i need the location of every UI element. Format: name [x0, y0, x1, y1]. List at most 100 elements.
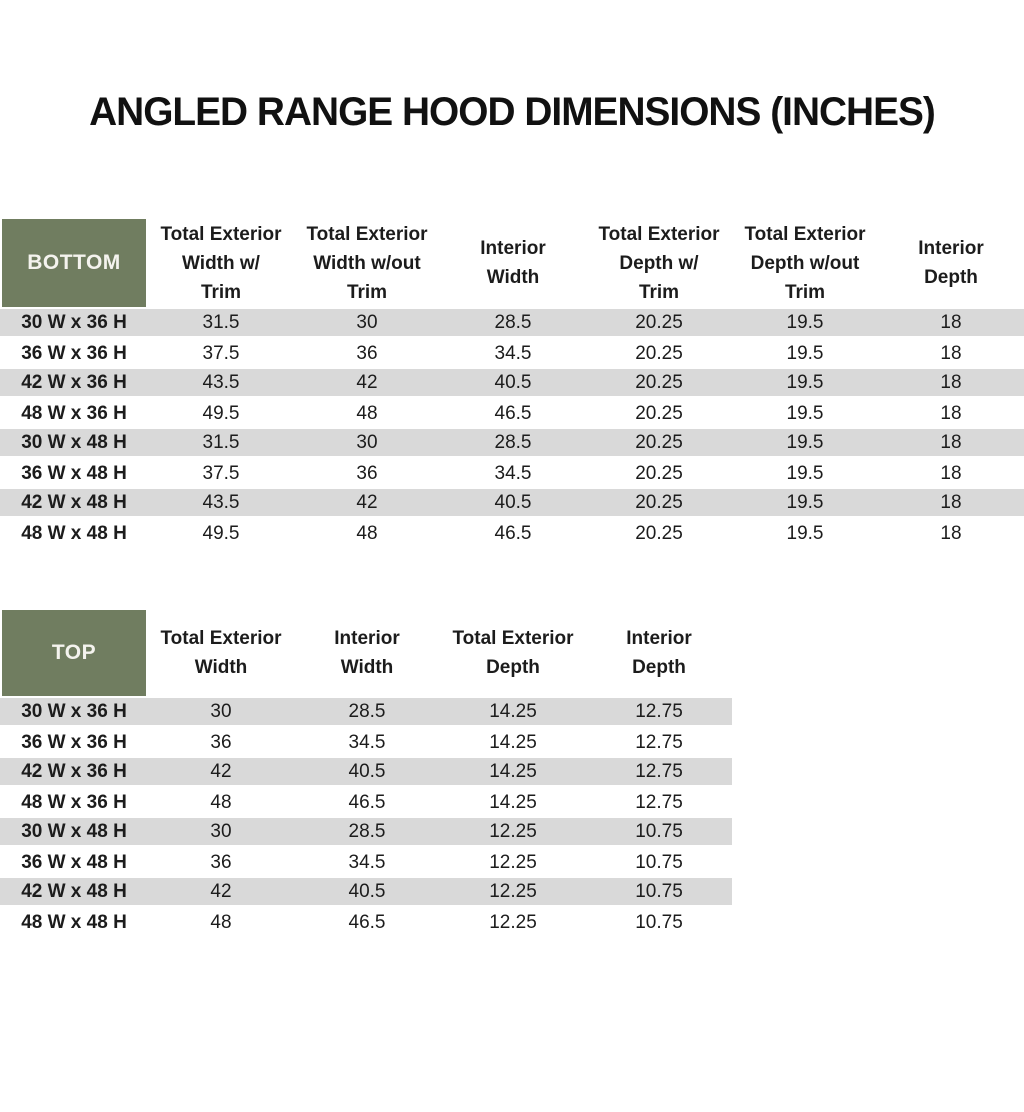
row-label: 30 W x 48 H — [21, 431, 127, 453]
value-cell: 30 — [356, 311, 378, 333]
value-cell: 28.5 — [348, 820, 386, 842]
value-cell: 43.5 — [202, 371, 240, 393]
value-cell: 43.5 — [202, 491, 240, 513]
value-cell: 28.5 — [494, 431, 532, 453]
table-row: 42 W x 48 H 42 40.5 12.25 10.75 — [0, 878, 732, 908]
value-cell: 46.5 — [494, 523, 532, 544]
value-cell: 19.5 — [786, 463, 824, 484]
value-cell: 18 — [940, 431, 962, 453]
value-cell: 12.25 — [489, 912, 537, 933]
value-cell: 19.5 — [786, 403, 824, 424]
column-header-interior-width: Interior Width — [334, 628, 400, 678]
table-row: 42 W x 36 H 42 40.5 14.25 12.75 — [0, 758, 732, 788]
value-cell: 49.5 — [202, 523, 240, 544]
row-label: 36 W x 36 H — [21, 343, 127, 364]
value-cell: 19.5 — [786, 371, 824, 393]
value-cell: 18 — [940, 311, 962, 333]
table-row: 36 W x 48 H 37.5 36 34.5 20.25 19.5 18 — [0, 459, 1024, 489]
value-cell: 19.5 — [786, 523, 824, 544]
column-header-interior-width: Interior Width — [480, 238, 546, 288]
top-dimensions-table: TOP Total Exterior Width Interior Width … — [0, 608, 1024, 938]
table-row: 36 W x 48 H 36 34.5 12.25 10.75 — [0, 848, 732, 878]
value-cell: 30 — [210, 700, 232, 722]
page-title: ANGLED RANGE HOOD DIMENSIONS (INCHES) — [89, 90, 936, 134]
value-cell: 34.5 — [348, 852, 386, 873]
value-cell: 37.5 — [202, 463, 240, 484]
top-table-header-row: TOP Total Exterior Width Interior Width … — [0, 608, 732, 698]
value-cell: 19.5 — [786, 431, 824, 453]
bottom-dimensions-table: BOTTOM Total Exterior Width w/ Trim Tota… — [0, 217, 1024, 549]
value-cell: 19.5 — [786, 343, 824, 364]
value-cell: 42 — [356, 491, 378, 513]
row-label: 36 W x 48 H — [21, 463, 127, 484]
top-table-corner-cell: TOP — [0, 608, 148, 698]
value-cell: 31.5 — [202, 431, 240, 453]
value-cell: 10.75 — [635, 912, 683, 933]
value-cell: 40.5 — [494, 371, 532, 393]
value-cell: 19.5 — [786, 491, 824, 513]
value-cell: 18 — [940, 463, 962, 484]
value-cell: 10.75 — [635, 852, 683, 873]
value-cell: 12.75 — [635, 732, 683, 753]
value-cell: 14.25 — [489, 760, 537, 782]
value-cell: 12.25 — [489, 852, 537, 873]
column-header-total-exterior-width: Total Exterior Width — [160, 628, 282, 678]
value-cell: 36 — [356, 463, 378, 484]
value-cell: 30 — [210, 820, 232, 842]
value-cell: 14.25 — [489, 792, 537, 813]
value-cell: 14.25 — [489, 700, 537, 722]
row-label: 48 W x 48 H — [21, 523, 127, 544]
value-cell: 19.5 — [786, 311, 824, 333]
value-cell: 48 — [356, 523, 378, 544]
row-label: 30 W x 48 H — [21, 820, 127, 842]
value-cell: 12.25 — [489, 880, 537, 902]
value-cell: 20.25 — [635, 523, 683, 544]
page: ANGLED RANGE HOOD DIMENSIONS (INCHES) BO… — [0, 88, 1024, 1112]
value-cell: 10.75 — [635, 820, 683, 842]
row-label: 42 W x 36 H — [21, 760, 127, 782]
value-cell: 40.5 — [348, 760, 386, 782]
table-row: 36 W x 36 H 36 34.5 14.25 12.75 — [0, 728, 732, 758]
bottom-table-header-row: BOTTOM Total Exterior Width w/ Trim Tota… — [0, 217, 1024, 309]
value-cell: 36 — [210, 732, 232, 753]
row-label: 36 W x 36 H — [21, 732, 127, 753]
value-cell: 46.5 — [348, 792, 386, 813]
row-label: 48 W x 48 H — [21, 912, 127, 933]
table-row: 48 W x 36 H 49.5 48 46.5 20.25 19.5 18 — [0, 399, 1024, 429]
row-label: 42 W x 36 H — [21, 371, 127, 393]
value-cell: 12.25 — [489, 820, 537, 842]
value-cell: 20.25 — [635, 403, 683, 424]
row-label: 30 W x 36 H — [21, 700, 127, 722]
value-cell: 36 — [356, 343, 378, 364]
row-label: 36 W x 48 H — [21, 852, 127, 873]
row-label: 42 W x 48 H — [21, 491, 127, 513]
value-cell: 40.5 — [348, 880, 386, 902]
value-cell: 20.25 — [635, 431, 683, 453]
value-cell: 34.5 — [494, 463, 532, 484]
column-header-total-exterior-depth-w-trim: Total Exterior Depth w/ Trim — [598, 223, 720, 303]
value-cell: 48 — [210, 792, 232, 813]
value-cell: 34.5 — [348, 732, 386, 753]
value-cell: 18 — [940, 343, 962, 364]
table-row: 30 W x 48 H 30 28.5 12.25 10.75 — [0, 818, 732, 848]
value-cell: 12.75 — [635, 760, 683, 782]
value-cell: 42 — [356, 371, 378, 393]
value-cell: 49.5 — [202, 403, 240, 424]
table-row: 30 W x 36 H 31.5 30 28.5 20.25 19.5 18 — [0, 309, 1024, 339]
value-cell: 14.25 — [489, 732, 537, 753]
column-header-interior-depth: Interior Depth — [918, 238, 984, 288]
table-row: 48 W x 36 H 48 46.5 14.25 12.75 — [0, 788, 732, 818]
value-cell: 18 — [940, 371, 962, 393]
value-cell: 20.25 — [635, 463, 683, 484]
value-cell: 34.5 — [494, 343, 532, 364]
value-cell: 18 — [940, 403, 962, 424]
table-row: 42 W x 36 H 43.5 42 40.5 20.25 19.5 18 — [0, 369, 1024, 399]
value-cell: 40.5 — [494, 491, 532, 513]
row-label: 48 W x 36 H — [21, 403, 127, 424]
row-label: 30 W x 36 H — [21, 311, 127, 333]
value-cell: 10.75 — [635, 880, 683, 902]
value-cell: 20.25 — [635, 343, 683, 364]
value-cell: 12.75 — [635, 700, 683, 722]
value-cell: 36 — [210, 852, 232, 873]
table-row: 30 W x 36 H 30 28.5 14.25 12.75 — [0, 698, 732, 728]
